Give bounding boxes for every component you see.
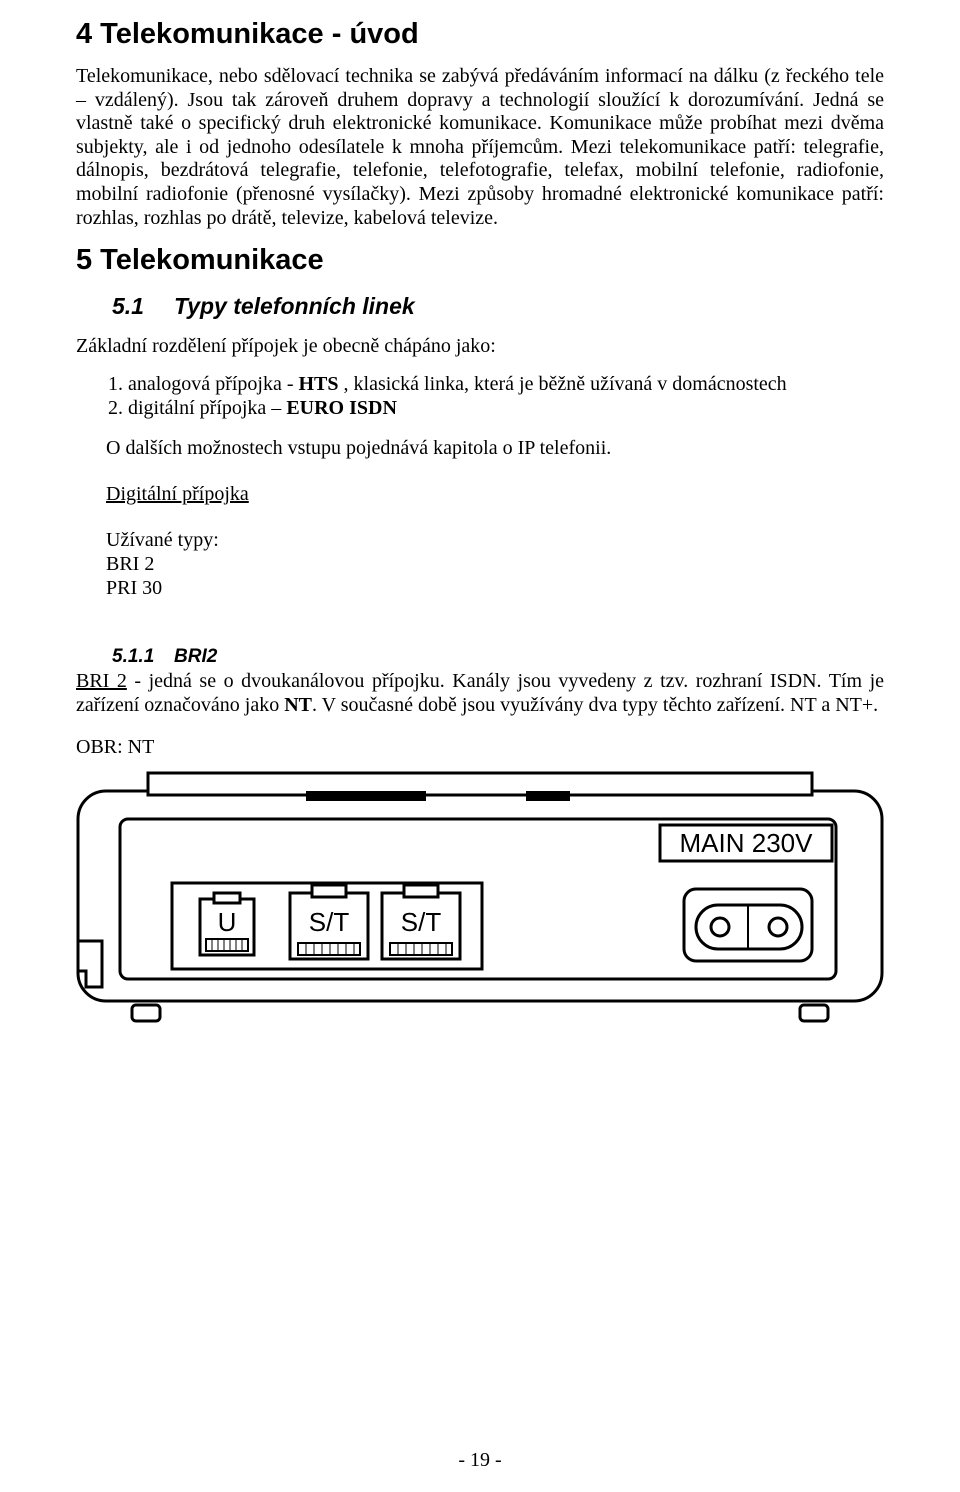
li1-bold: HTS [299,373,339,395]
port-u: U [200,893,254,955]
port-u-label: U [218,907,237,937]
list-item: 1. analogová přípojka - HTS , klasická l… [76,372,884,396]
bri2-paragraph: BRI 2 - jedná se o dvoukanálovou přípojk… [76,670,884,717]
connection-list: 1. analogová přípojka - HTS , klasická l… [76,372,884,420]
intro-text: Základní rozdělení přípojek je obecně ch… [76,334,884,358]
page-number: - 19 - [0,1449,960,1472]
ip-telephony-note: O dalších možnostech vstupu pojednává ka… [76,436,884,460]
nt-device-svg: MAIN 230V [76,771,884,1026]
type-pri30: PRI 30 [76,576,884,600]
digital-connection-heading: Digitální přípojka [76,482,884,506]
section-5-1-1-label: BRI2 [174,646,217,667]
document-page: 4 Telekomunikace - úvod Telekomunikace, … [0,0,960,1492]
section-5-1-label: Typy telefonních linek [174,293,415,319]
figure-label: OBR: NT [76,735,884,759]
section-5-1-1-num: 5.1.1 [112,646,174,668]
bri2-nt: NT [284,694,312,716]
digital-underline: Digitální přípojka [106,483,249,505]
main-230v-label: MAIN 230V [680,828,814,858]
types-label: Užívané typy: [76,528,884,552]
section-5-1-title: 5.1Typy telefonních linek [76,293,884,320]
port-st-2: S/T [382,885,460,959]
section-4-title: 4 Telekomunikace - úvod [76,18,884,51]
port-st-1: S/T [290,885,368,959]
li1-pre: 1. analogová přípojka - [108,373,299,395]
section-4-paragraph: Telekomunikace, nebo sdělovací technika … [76,65,884,230]
port-st2-label: S/T [401,907,442,937]
section-5-1-1-title: 5.1.1BRI2 [76,646,884,668]
li2-pre: 2. digitální přípojka – [108,397,286,419]
port-st1-label: S/T [309,907,350,937]
li2-bold: EURO ISDN [286,397,397,419]
device-figure: MAIN 230V [76,771,884,1026]
section-5-title: 5 Telekomunikace [76,244,884,277]
bri2-text2: . V současné době jsou využívány dva typ… [312,694,878,716]
type-bri2: BRI 2 [76,552,884,576]
list-item: 2. digitální přípojka – EURO ISDN [76,396,884,420]
bri2-lead: BRI 2 [76,670,127,692]
li1-post: , klasická linka, která je běžně užívaná… [339,373,787,395]
section-5-1-num: 5.1 [112,293,174,320]
